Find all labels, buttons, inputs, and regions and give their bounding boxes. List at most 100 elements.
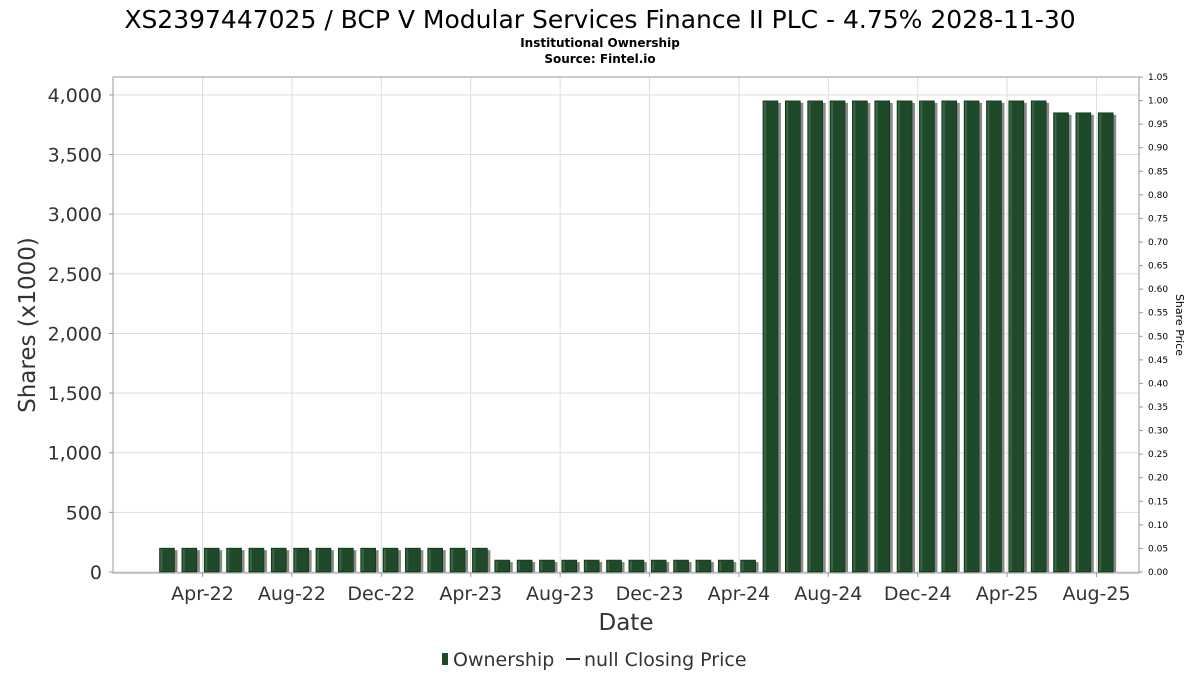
bar-highlight	[763, 101, 766, 572]
bar-highlight	[495, 561, 498, 571]
ownership-bar	[203, 547, 223, 573]
bar-highlight	[227, 549, 230, 571]
y2-tick-label: 0.60	[1148, 285, 1168, 295]
bar-highlight	[316, 549, 319, 571]
bar-body	[427, 547, 444, 573]
y-tick-label: 0	[90, 562, 102, 584]
x-tick-label: Dec-23	[616, 583, 684, 605]
ownership-bar	[181, 547, 200, 573]
x-axis-ticks: Apr-22 Aug-22 Dec-22 Apr-23 Aug-23 Dec-23 Apr-…	[171, 573, 1131, 605]
y-axis-label: Shares (x1000)	[15, 237, 41, 413]
bar-highlight	[473, 549, 476, 571]
bar-highlight	[249, 549, 252, 571]
chart-source: Source: Fintel.io	[544, 52, 655, 66]
ownership-bar	[159, 547, 178, 573]
bar-highlight	[361, 549, 364, 571]
bar-body	[986, 100, 1002, 573]
bar-body	[226, 547, 242, 573]
ownership-bar	[382, 547, 401, 573]
ownership-bar	[583, 559, 603, 573]
bar-highlight	[384, 549, 386, 571]
bar-highlight	[674, 561, 677, 571]
ownership-bar	[1075, 112, 1094, 573]
bar-highlight	[406, 549, 409, 571]
bar-highlight	[808, 101, 811, 572]
ownership-bar	[427, 547, 446, 573]
bar-highlight	[451, 549, 454, 571]
y2-tick-label: 0.45	[1148, 356, 1168, 366]
ownership-bar	[1097, 112, 1117, 573]
legend: Ownership null Closing Price	[442, 649, 747, 671]
bar-highlight	[205, 549, 208, 571]
bar-body	[449, 547, 466, 573]
y2-tick-label: 0.40	[1148, 379, 1168, 389]
bar-highlight	[540, 561, 543, 571]
bar-highlight	[339, 549, 342, 571]
y2-tick-label: 1.05	[1148, 73, 1168, 83]
chart-subtitle: Institutional Ownership	[520, 36, 680, 50]
ownership-bar	[561, 559, 580, 573]
bar-highlight	[741, 561, 744, 571]
y-tick-label: 1,500	[48, 383, 102, 405]
bar-highlight	[719, 561, 722, 571]
y-tick-label: 2,500	[48, 264, 102, 286]
ownership-bar	[405, 547, 424, 573]
y2-tick-label: 1.00	[1148, 97, 1168, 107]
y2-tick-label: 0.50	[1148, 332, 1168, 342]
bar-body	[382, 547, 399, 573]
plot-area	[112, 76, 1140, 574]
ownership-bar	[874, 100, 893, 573]
y-tick-label: 2,000	[48, 323, 102, 345]
x-tick-label: Apr-25	[976, 583, 1039, 605]
bar-highlight	[898, 101, 901, 572]
ownership-bar	[449, 547, 469, 573]
bar-highlight	[875, 101, 878, 572]
ownership-bar	[650, 559, 670, 573]
bar-highlight	[696, 561, 699, 571]
ownership-bar	[919, 100, 938, 573]
y2-tick-label: 0.25	[1148, 450, 1168, 460]
bar-highlight	[853, 101, 856, 572]
bar-highlight	[965, 101, 968, 572]
ownership-bar	[494, 559, 513, 573]
ownership-bar	[1008, 100, 1027, 573]
bar-body	[159, 547, 175, 573]
bar-body	[852, 100, 868, 573]
bar-body	[337, 547, 354, 573]
bar-body	[784, 100, 801, 573]
ownership-bar	[807, 100, 826, 573]
bar-highlight	[1076, 113, 1079, 571]
x-tick-label: Dec-22	[347, 583, 415, 605]
ownership-bar	[516, 559, 536, 573]
bar-highlight	[585, 561, 588, 571]
bar-highlight	[518, 561, 521, 571]
y2-tick-label: 0.90	[1148, 144, 1168, 154]
bar-body	[315, 547, 332, 573]
x-tick-label: Apr-23	[439, 583, 502, 605]
bar-body	[270, 547, 287, 573]
bar-body	[1075, 112, 1092, 573]
ownership-bar	[360, 547, 379, 573]
bar-body	[516, 559, 533, 573]
chart-title: XS2397447025 / BCP V Modular Services Fi…	[124, 5, 1075, 34]
bar-body	[1030, 100, 1047, 573]
bar-body	[360, 547, 376, 573]
y-tick-label: 3,500	[48, 145, 102, 167]
bar-highlight	[562, 561, 565, 571]
y2-tick-label: 0.65	[1148, 262, 1168, 272]
y-tick-label: 3,000	[48, 204, 102, 226]
bar-body	[1097, 112, 1114, 573]
ownership-bar	[248, 547, 267, 573]
bar-highlight	[652, 561, 655, 571]
bar-highlight	[831, 101, 833, 572]
bar-body	[405, 547, 421, 573]
bar-body	[740, 559, 756, 573]
bar-highlight	[607, 561, 610, 571]
bar-body	[494, 559, 511, 573]
x-axis-label: Date	[599, 610, 654, 636]
bar-body	[919, 100, 935, 573]
ownership-bar	[293, 547, 312, 573]
bar-body	[628, 559, 645, 573]
x-tick-label: Aug-23	[526, 583, 594, 605]
